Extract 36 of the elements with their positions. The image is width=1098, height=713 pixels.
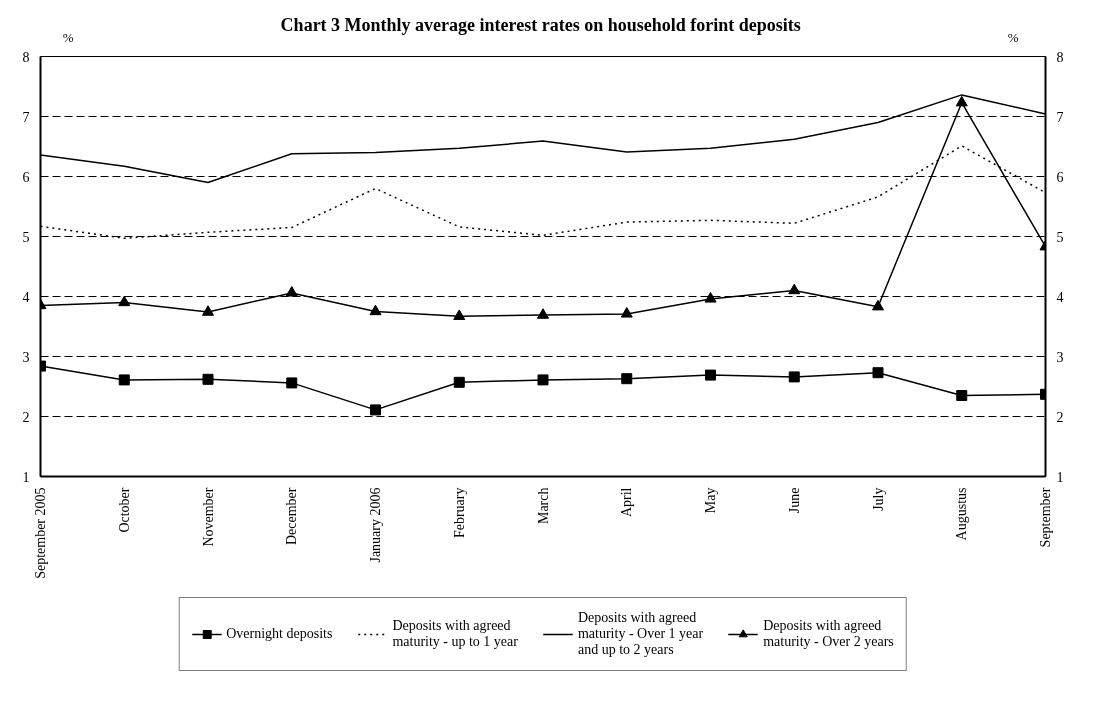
x-tick-label: October — [116, 487, 132, 533]
x-tick-label: September 2005 — [33, 487, 48, 579]
y2-tick-label: 2 — [1056, 409, 1064, 425]
y2-tick-label: 6 — [1056, 169, 1064, 185]
chart-title: Chart 3 Monthly average interest rates on household forint deposits — [280, 14, 801, 35]
y2-tick-label: 1 — [1056, 469, 1064, 485]
y2-tick-label: 7 — [1056, 109, 1064, 125]
legend-label: Deposits with agreed maturity - Over 2 years — [763, 617, 894, 650]
y-tick-label: 4 — [22, 289, 30, 305]
y-tick-label: 7 — [22, 109, 30, 125]
y-tick-label: 6 — [22, 169, 30, 185]
x-tick-label: September — [1038, 487, 1053, 548]
x-tick-label: January 2006 — [368, 487, 383, 563]
legend-label: Deposits with agreed maturity - up to 1 year — [392, 617, 518, 650]
y2-tick-label: 5 — [1056, 229, 1064, 245]
y-tick-label: 1 — [22, 469, 30, 485]
x-tick-label: July — [870, 487, 886, 511]
x-tick-label: Augustus — [954, 487, 970, 541]
x-tick-label: April — [619, 487, 635, 518]
y2-tick-label: 8 — [1056, 49, 1064, 65]
x-tick-label: May — [703, 487, 718, 514]
y2-axis-title: % — [1007, 29, 1019, 45]
y-tick-label: 5 — [22, 229, 30, 245]
x-tick-label: February — [451, 487, 467, 539]
y-tick-label: 8 — [22, 49, 30, 65]
x-tick-label: June — [786, 487, 802, 514]
y-tick-label: 2 — [22, 409, 30, 425]
y2-tick-label: 4 — [1056, 289, 1064, 305]
y2-tick-label: 3 — [1056, 349, 1064, 365]
x-tick-label: March — [535, 487, 551, 525]
legend-label: Overnight deposits — [226, 625, 333, 642]
y-axis-title: % — [62, 29, 74, 45]
y-tick-label: 3 — [22, 349, 30, 365]
legend-label: Deposits with agreed maturity - Over 1 year and up to 2 years — [577, 609, 704, 658]
x-tick-label: December — [284, 487, 300, 546]
x-tick-label: November — [200, 487, 216, 547]
